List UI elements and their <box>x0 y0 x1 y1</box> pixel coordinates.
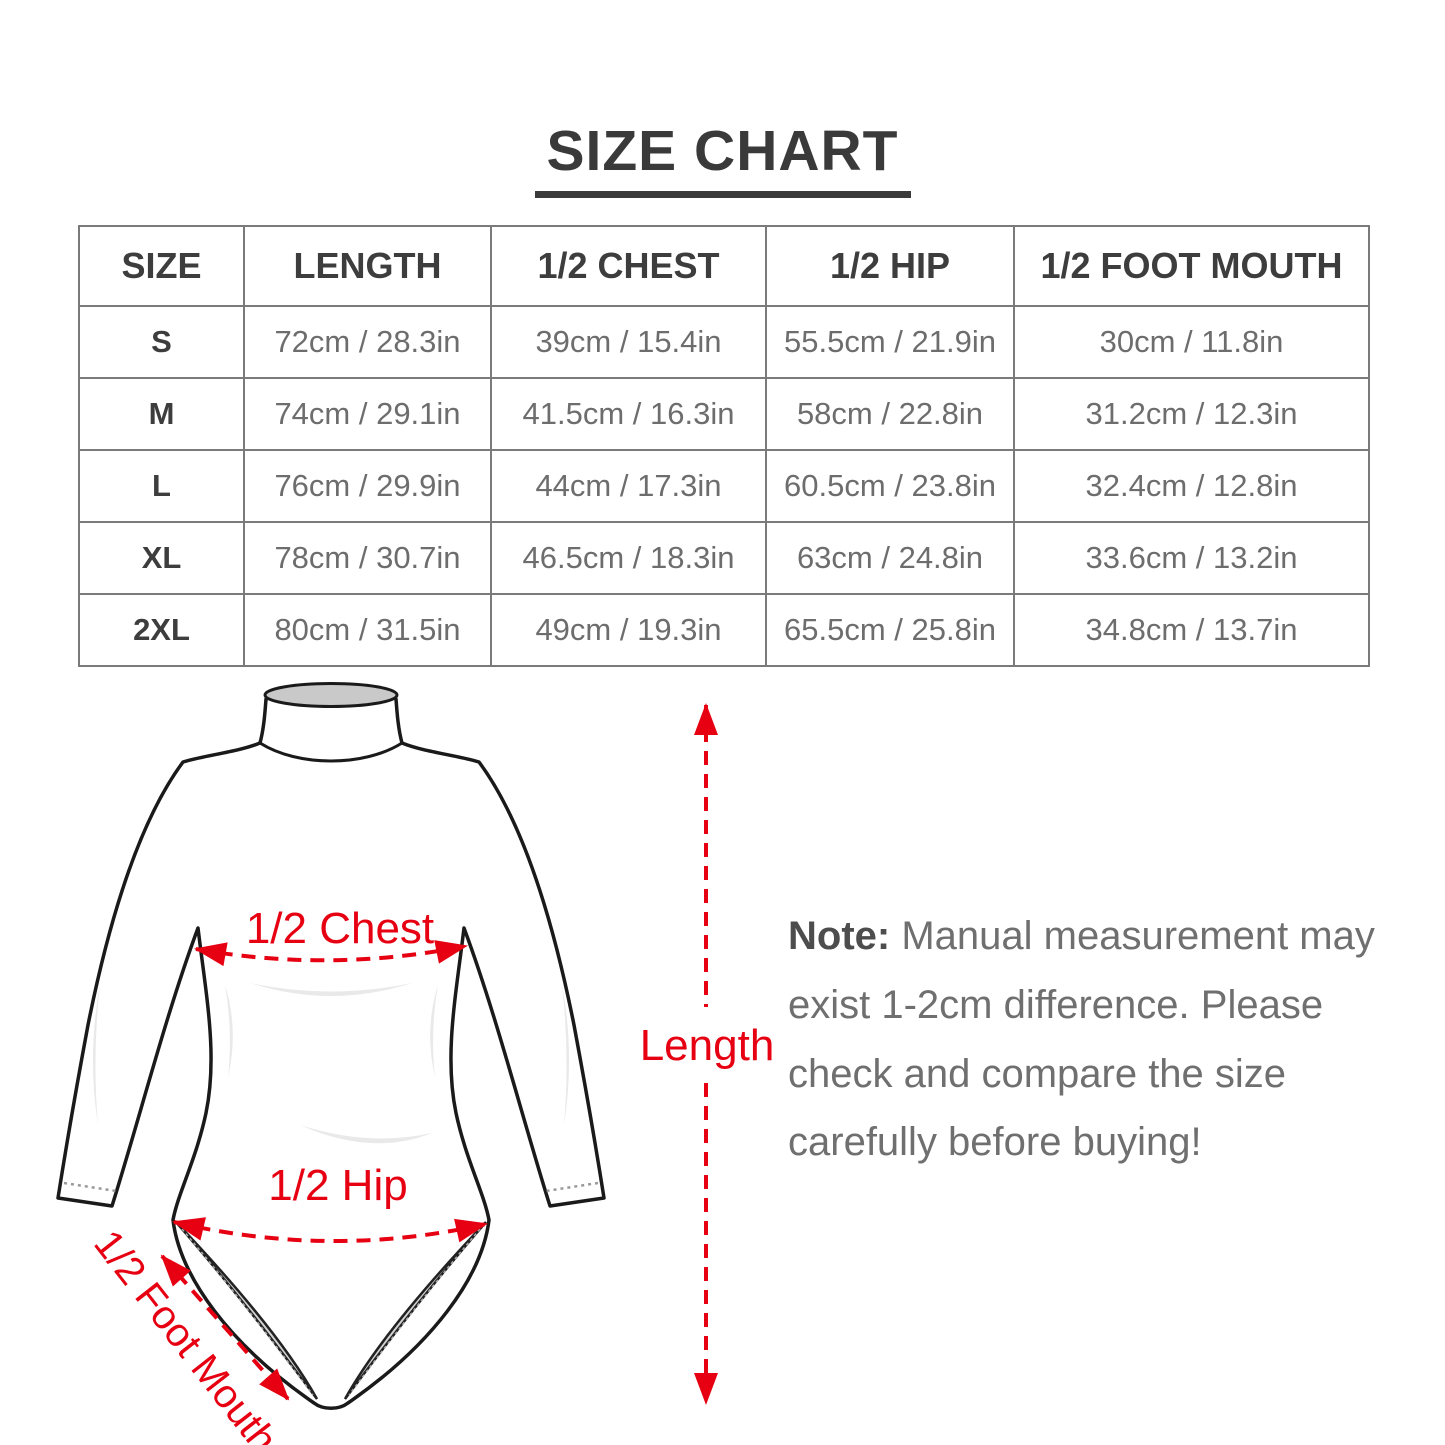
cell-chest: 39cm / 15.4in <box>490 305 767 379</box>
header-hip: 1/2 HIP <box>765 225 1015 307</box>
measurement-arrows <box>160 703 718 1405</box>
cell-foot-mouth: 31.2cm / 12.3in <box>1013 377 1370 451</box>
cell-hip: 60.5cm / 23.8in <box>765 449 1015 523</box>
note-text: Note: Manual measurement may exist 1-2cm… <box>788 902 1403 1177</box>
cell-length: 74cm / 29.1in <box>243 377 492 451</box>
table-row: L 76cm / 29.9in 44cm / 17.3in 60.5cm / 2… <box>78 449 1370 523</box>
header-chest: 1/2 CHEST <box>490 225 767 307</box>
cell-foot-mouth: 30cm / 11.8in <box>1013 305 1370 379</box>
header-size: SIZE <box>78 225 245 307</box>
leg-stitching-right <box>348 1228 481 1396</box>
cell-length: 76cm / 29.9in <box>243 449 492 523</box>
cell-foot-mouth: 32.4cm / 12.8in <box>1013 449 1370 523</box>
cell-foot-mouth: 33.6cm / 13.2in <box>1013 521 1370 595</box>
cuff-stitching-right <box>545 1181 599 1193</box>
cell-foot-mouth: 34.8cm / 13.7in <box>1013 593 1370 667</box>
table-row: M 74cm / 29.1in 41.5cm / 16.3in 58cm / 2… <box>78 377 1370 451</box>
chest-label: 1/2 Chest <box>245 904 435 953</box>
cell-chest: 46.5cm / 18.3in <box>490 521 767 595</box>
cell-size: 2XL <box>78 593 245 667</box>
length-label: Length <box>639 1021 775 1070</box>
cell-chest: 44cm / 17.3in <box>490 449 767 523</box>
neckline-seam <box>259 741 403 763</box>
table-row: XL 78cm / 30.7in 46.5cm / 18.3in 63cm / … <box>78 521 1370 595</box>
note-label: Note: <box>788 914 891 958</box>
size-table: SIZE LENGTH 1/2 CHEST 1/2 HIP 1/2 FOOT M… <box>78 225 1370 667</box>
header-length: LENGTH <box>243 225 492 307</box>
cell-size: L <box>78 449 245 523</box>
neck-opening <box>263 682 399 708</box>
cell-chest: 49cm / 19.3in <box>490 593 767 667</box>
cell-size: XL <box>78 521 245 595</box>
leg-stitching-left <box>181 1228 314 1396</box>
cell-chest: 41.5cm / 16.3in <box>490 377 767 451</box>
foot-mouth-arrow <box>160 1254 290 1401</box>
chest-arrow <box>194 940 468 967</box>
fabric-shading <box>92 983 570 1144</box>
header-foot-mouth: 1/2 FOOT MOUTH <box>1013 225 1370 307</box>
cell-size: M <box>78 377 245 451</box>
cell-hip: 55.5cm / 21.9in <box>765 305 1015 379</box>
cell-size: S <box>78 305 245 379</box>
cell-hip: 65.5cm / 25.8in <box>765 593 1015 667</box>
cell-length: 80cm / 31.5in <box>243 593 492 667</box>
cell-length: 72cm / 28.3in <box>243 305 492 379</box>
cell-hip: 58cm / 22.8in <box>765 377 1015 451</box>
table-row: 2XL 80cm / 31.5in 49cm / 19.3in 65.5cm /… <box>78 593 1370 667</box>
table-row: S 72cm / 28.3in 39cm / 15.4in 55.5cm / 2… <box>78 305 1370 379</box>
cell-hip: 63cm / 24.8in <box>765 521 1015 595</box>
bodysuit-diagram <box>56 682 718 1410</box>
table-header-row: SIZE LENGTH 1/2 CHEST 1/2 HIP 1/2 FOOT M… <box>78 225 1370 307</box>
cell-length: 78cm / 30.7in <box>243 521 492 595</box>
hip-label: 1/2 Hip <box>268 1161 408 1210</box>
note-body: Manual measurement may exist 1-2cm diffe… <box>788 914 1375 1165</box>
cuff-stitching-left <box>63 1181 117 1193</box>
page-title: SIZE CHART <box>534 118 911 198</box>
